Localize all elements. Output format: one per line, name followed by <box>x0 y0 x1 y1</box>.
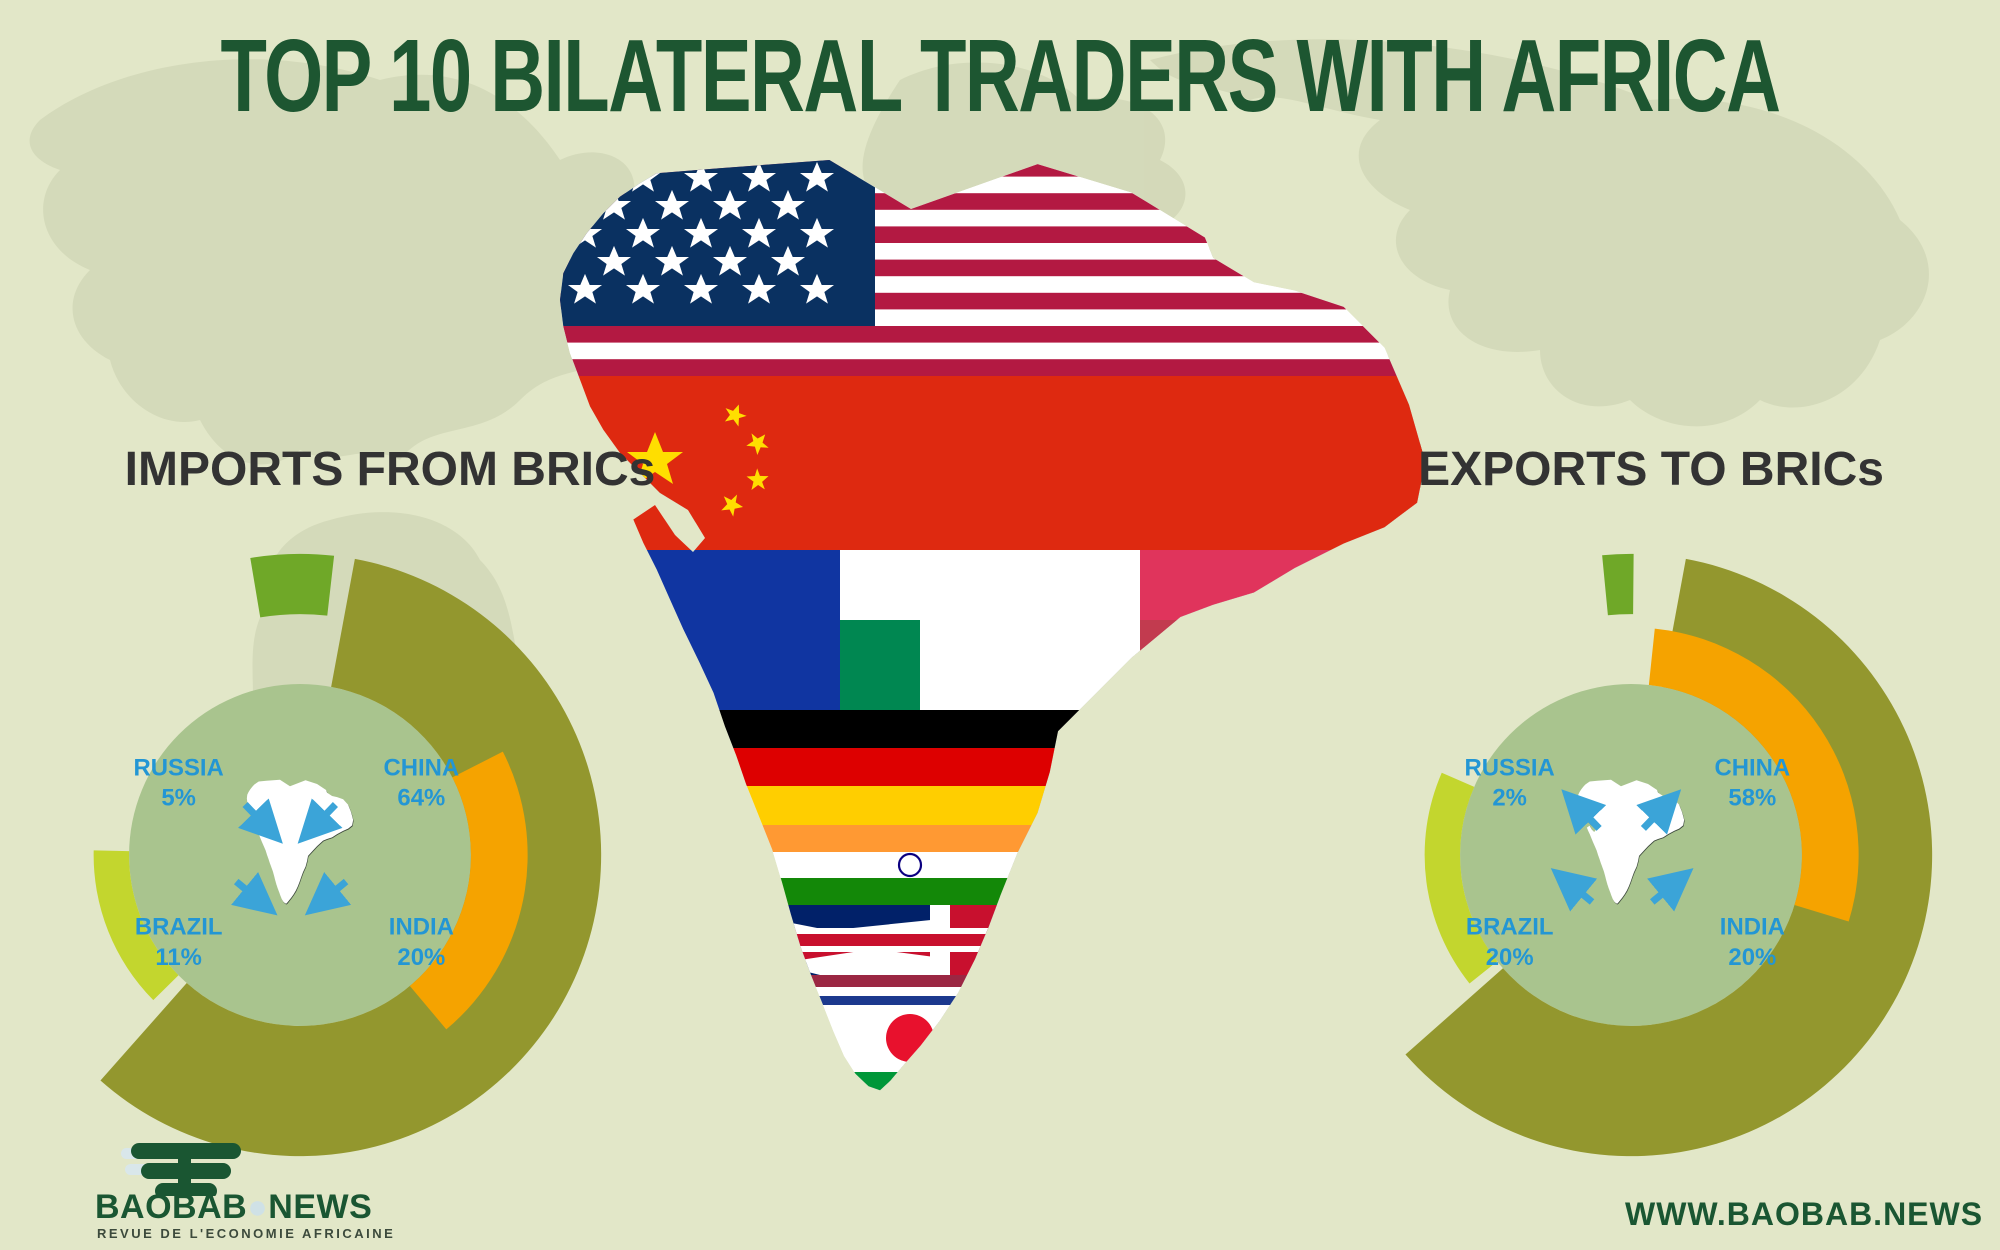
svg-text:20%: 20% <box>397 944 445 971</box>
svg-text:64%: 64% <box>397 784 445 811</box>
svg-text:CHINA: CHINA <box>1714 754 1790 781</box>
svg-text:BRAZIL: BRAZIL <box>1466 914 1554 941</box>
svg-text:INDIA: INDIA <box>389 914 454 941</box>
svg-text:RUSSIA: RUSSIA <box>133 754 223 781</box>
svg-text:INDIA: INDIA <box>1720 914 1785 941</box>
svg-text:BRAZIL: BRAZIL <box>135 914 223 941</box>
svg-text:5%: 5% <box>161 784 196 811</box>
svg-text:11%: 11% <box>155 944 202 971</box>
svg-text:58%: 58% <box>1728 784 1776 811</box>
svg-text:RUSSIA: RUSSIA <box>1464 754 1554 781</box>
svg-text:20%: 20% <box>1728 944 1776 971</box>
svg-text:20%: 20% <box>1486 944 1534 971</box>
svg-text:CHINA: CHINA <box>383 754 459 781</box>
svg-text:2%: 2% <box>1492 784 1527 811</box>
